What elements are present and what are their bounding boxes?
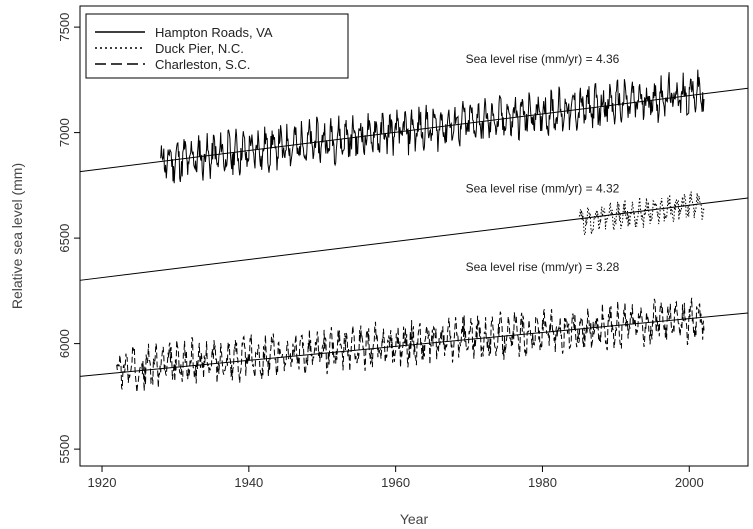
legend-label-charleston: Charleston, S.C. bbox=[155, 57, 250, 72]
y-tick-label: 7500 bbox=[57, 13, 72, 42]
series-lines bbox=[116, 69, 705, 393]
y-tick-label: 6500 bbox=[57, 224, 72, 253]
series-line bbox=[578, 191, 705, 237]
series-line bbox=[160, 69, 705, 184]
legend-label-hampton: Hampton Roads, VA bbox=[155, 25, 273, 40]
annotations: Sea level rise (mm/yr) = 4.36 Sea level r… bbox=[466, 52, 620, 274]
x-tick-label: 2000 bbox=[675, 475, 704, 490]
legend-box bbox=[85, 13, 349, 79]
trend-line bbox=[79, 197, 749, 281]
rate-annotation: Sea level rise (mm/yr) = 4.36 bbox=[466, 52, 620, 66]
x-tick-label: 1960 bbox=[381, 475, 410, 490]
legend: Hampton Roads, VA Duck Pier, N.C. Charle… bbox=[85, 13, 349, 79]
y-tick-label: 7000 bbox=[57, 118, 72, 147]
x-tick-label: 1980 bbox=[528, 475, 557, 490]
rate-annotation: Sea level rise (mm/yr) = 3.28 bbox=[466, 260, 620, 274]
x-tick-label: 1920 bbox=[88, 475, 117, 490]
legend-label-duck: Duck Pier, N.C. bbox=[155, 41, 244, 56]
y-axis: 5500 6000 6500 7000 7500 bbox=[57, 13, 80, 464]
x-axis: 1920 1940 1960 1980 2000 bbox=[88, 466, 704, 490]
x-tick-label: 1940 bbox=[234, 475, 263, 490]
series-line bbox=[116, 297, 705, 393]
rate-annotation: Sea level rise (mm/yr) = 4.32 bbox=[466, 182, 620, 196]
y-tick-label: 6000 bbox=[57, 329, 72, 358]
y-axis-label: Relative sea level (mm) bbox=[9, 163, 25, 309]
plot-frame bbox=[79, 5, 749, 467]
y-tick-label: 5500 bbox=[57, 435, 72, 464]
x-axis-label: Year bbox=[400, 511, 429, 527]
